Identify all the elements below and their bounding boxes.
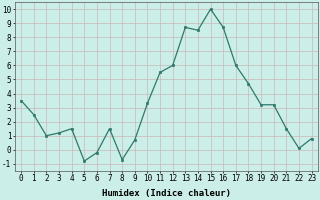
X-axis label: Humidex (Indice chaleur): Humidex (Indice chaleur) xyxy=(102,189,231,198)
